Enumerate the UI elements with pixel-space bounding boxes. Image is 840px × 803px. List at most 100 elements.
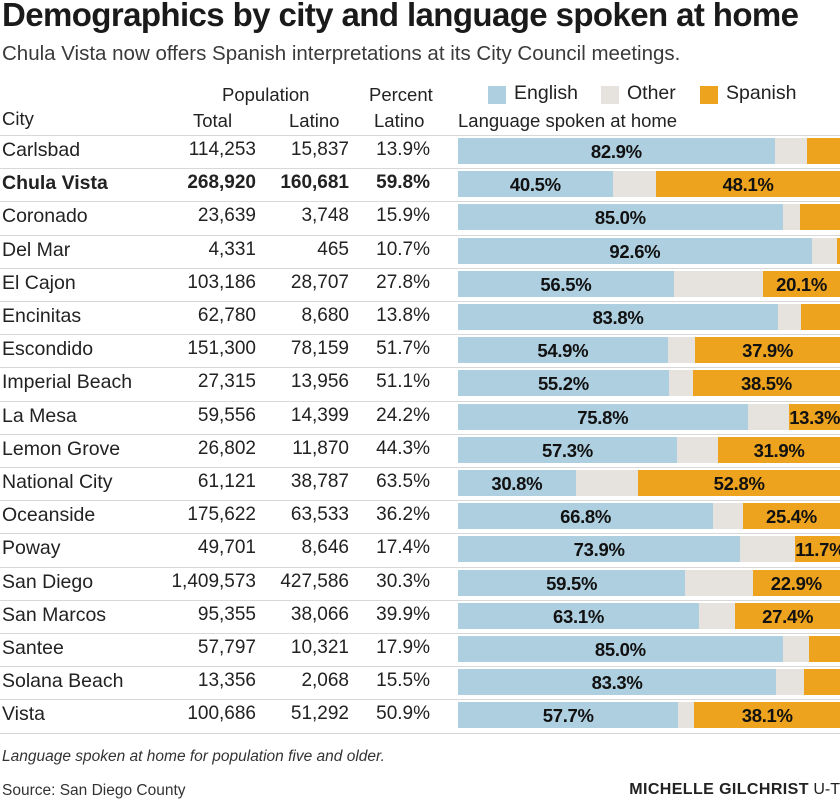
bar-segment-english	[458, 171, 613, 198]
bar-segment-other	[740, 536, 796, 563]
bar-segment-spanish	[752, 569, 840, 596]
table-row: Escondido 151,300 78,159 51.7% 54.9% 37.9%	[0, 334, 840, 367]
total-population: 59,556	[197, 404, 256, 426]
bar-segment-other	[612, 171, 657, 198]
english-value-label: 83.8%	[592, 307, 644, 328]
legend-swatch-spanish	[700, 86, 718, 104]
bar-segment-spanish	[803, 669, 840, 696]
bar-segment-spanish	[809, 636, 840, 662]
bar-segment-spanish	[735, 602, 840, 629]
header-population: Population	[222, 84, 310, 105]
spanish-value-label: 31.9%	[753, 439, 805, 461]
bar-segment-spanish	[799, 204, 840, 231]
table-row: San Diego 1,409,573 427,586 30.3% 59.5% 22.9%	[0, 567, 840, 600]
language-bar: 59.5% 22.9%	[458, 569, 840, 596]
latino-population: 427,586	[280, 570, 349, 592]
latino-population: 3,748	[301, 205, 349, 227]
legend-swatch-english	[488, 86, 506, 104]
language-bar: 73.9% 11.7%	[458, 536, 840, 563]
percent-latino: 36.2%	[376, 504, 430, 526]
legend-label-other: Other	[627, 82, 676, 104]
spanish-value-label: 38.1%	[741, 705, 793, 727]
table-row: Poway 49,701 8,646 17.4% 73.9% 11.7%	[0, 533, 840, 566]
bar-segment-other	[776, 669, 804, 696]
bar-segment-english	[458, 270, 674, 297]
english-value-label: 82.9%	[590, 141, 642, 162]
bar-segment-spanish	[795, 536, 840, 563]
bar-segment-english	[458, 536, 741, 563]
bar-segment-spanish	[695, 337, 840, 364]
percent-latino: 10.7%	[376, 238, 430, 260]
row-divider	[0, 234, 840, 236]
row-divider	[0, 500, 840, 502]
table-row: San Marcos 95,355 38,066 39.9% 63.1% 27.4%	[0, 600, 840, 633]
bar-segment-english	[458, 702, 679, 729]
table-row: Imperial Beach 27,315 13,956 51.1% 55.2% 38.5…	[0, 367, 840, 400]
language-bar: 83.8%	[458, 304, 840, 330]
row-divider	[0, 367, 840, 369]
bar-segment-spanish	[763, 270, 840, 297]
table-row: Solana Beach 13,356 2,068 15.5% 83.3%	[0, 666, 840, 699]
bar-segment-spanish	[807, 138, 840, 164]
bar-segment-other	[778, 304, 802, 330]
city-name: Santee	[2, 637, 64, 659]
spanish-value-label: 52.8%	[713, 473, 765, 494]
total-population: 26,802	[197, 437, 256, 459]
bar-segment-other	[676, 436, 719, 463]
spanish-value-label: 27.4%	[762, 605, 814, 627]
bar-segment-english	[458, 569, 686, 596]
language-bar: 85.0%	[458, 636, 840, 662]
city-name: Oceanside	[2, 504, 96, 527]
table-row: Vista 100,686 51,292 50.9% 57.7% 38.1%	[0, 699, 840, 732]
row-divider	[0, 301, 840, 302]
language-bar: 92.6%	[458, 237, 840, 264]
latino-population: 51,292	[290, 703, 349, 725]
language-bar: 83.3%	[458, 669, 840, 696]
bar-segment-english	[458, 204, 783, 231]
row-divider	[0, 633, 840, 634]
percent-latino: 13.9%	[376, 139, 430, 160]
bar-segment-english	[458, 403, 748, 430]
percent-latino: 17.4%	[376, 537, 430, 559]
spanish-value-label: 38.5%	[740, 373, 792, 395]
row-divider	[0, 666, 840, 668]
chart-subtitle: Chula Vista now offers Spanish interpret…	[2, 42, 681, 65]
total-population: 61,121	[197, 471, 256, 492]
bar-segment-english	[458, 370, 669, 397]
header-city: City	[2, 108, 34, 129]
table-row: La Mesa 59,556 14,399 24.2% 75.8% 13.3%	[0, 401, 840, 434]
bar-segment-english	[458, 138, 775, 164]
latino-population: 78,159	[290, 338, 349, 360]
bar-segment-english	[458, 503, 714, 530]
latino-population: 2,068	[301, 670, 349, 692]
legend-swatch-other	[601, 86, 619, 104]
bar-segment-other	[673, 270, 764, 297]
total-population: 13,356	[197, 670, 256, 692]
header-total: Total	[193, 110, 233, 131]
credit-org: U-T	[813, 781, 840, 798]
bar-segment-spanish	[638, 470, 840, 496]
table-row: El Cajon 103,186 28,707 27.8% 56.5% 20.1%	[0, 268, 840, 301]
language-bar: 85.0%	[458, 204, 840, 231]
latino-population: 28,707	[290, 271, 349, 293]
row-divider	[0, 699, 840, 701]
total-population: 49,701	[197, 537, 256, 559]
city-name: Encinitas	[2, 305, 82, 327]
percent-latino: 17.9%	[376, 637, 430, 658]
bar-segment-spanish	[801, 304, 840, 330]
spanish-value-label: 37.9%	[742, 340, 794, 362]
english-value-label: 54.9%	[537, 340, 589, 362]
city-name: Poway	[2, 537, 61, 560]
bar-segment-other	[811, 237, 837, 264]
table-row: Chula Vista 268,920 160,681 59.8% 40.5% 48.1%	[0, 168, 840, 201]
bar-segment-other	[782, 204, 800, 231]
city-name: Del Mar	[2, 238, 71, 261]
percent-latino: 51.1%	[376, 371, 430, 393]
bar-segment-other	[685, 569, 753, 596]
english-value-label: 40.5%	[509, 174, 561, 196]
percent-latino: 30.3%	[376, 570, 430, 592]
header-percent-latino: Latino	[374, 110, 425, 131]
english-value-label: 55.2%	[537, 373, 589, 395]
total-population: 103,186	[187, 271, 256, 293]
row-divider	[0, 135, 840, 136]
